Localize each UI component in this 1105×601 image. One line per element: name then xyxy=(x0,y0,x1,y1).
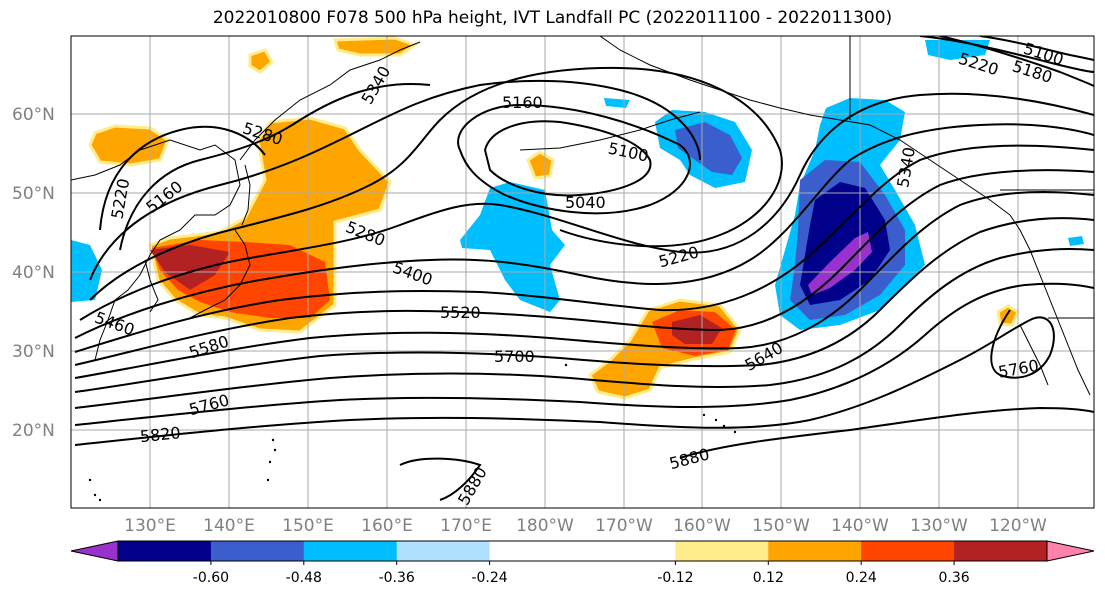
coastline-na-west xyxy=(1009,214,1091,396)
contour-label: 5700 xyxy=(494,347,535,366)
latitude-labels: 60°N 50°N 40°N 30°N 20°N xyxy=(12,105,55,441)
contour-line xyxy=(99,125,266,231)
lon-label: 150°E xyxy=(282,516,334,536)
ivt-positive-region xyxy=(150,245,230,290)
graticule xyxy=(71,36,1094,508)
lat-label: 50°N xyxy=(12,184,55,204)
colorbar-extend-max xyxy=(1046,540,1095,562)
colorbar-tick-label: 0.12 xyxy=(753,570,784,586)
contour-line xyxy=(919,36,1094,73)
colorbar-segment xyxy=(768,541,862,561)
contour-line xyxy=(74,191,1094,379)
lon-label: 170°E xyxy=(440,516,492,536)
colorbar-extend-min xyxy=(70,540,119,562)
longitude-labels: 130°E 140°E 150°E 160°E 170°E 180°W 170°… xyxy=(124,516,1047,536)
contour-line xyxy=(483,120,652,197)
colorbar-segment xyxy=(582,541,676,561)
height-contours xyxy=(74,36,1094,501)
ivt-negative-region xyxy=(71,240,102,302)
colorbar-segment xyxy=(954,541,1048,561)
coastline-alaska xyxy=(599,36,1011,216)
contour-line xyxy=(74,217,1094,393)
contour-line xyxy=(79,92,1094,321)
islands xyxy=(88,363,737,502)
ivt-positive-region xyxy=(526,150,555,180)
lon-label: 120°W xyxy=(989,516,1047,536)
contour-line xyxy=(74,169,1094,366)
contour-line xyxy=(679,406,1094,459)
contour-line xyxy=(939,36,1094,87)
contour-line xyxy=(119,83,431,251)
lon-label: 140°W xyxy=(831,516,889,536)
colorbar-tick-label: -0.60 xyxy=(193,570,229,586)
ivt-negative-region xyxy=(808,232,872,295)
contour-label: 5160 xyxy=(502,93,543,112)
coastline-sakhalin xyxy=(241,164,251,226)
ivt-positive-region xyxy=(88,124,170,167)
coastline-aleutians xyxy=(519,111,701,151)
lat-label: 20°N xyxy=(12,421,55,441)
colorbar-tick-label: -0.48 xyxy=(286,570,322,586)
contour-label: 5520 xyxy=(440,303,481,322)
contour-line xyxy=(74,247,1094,409)
colorbar-tick-label: 0.24 xyxy=(846,570,877,586)
ivt-positive-region xyxy=(248,48,274,74)
lon-label: 140°E xyxy=(203,516,255,536)
lat-label: 40°N xyxy=(12,263,55,283)
colorbar-tick-label: -0.24 xyxy=(471,570,507,586)
map-title: 2022010800 F078 500 hPa height, IVT Land… xyxy=(212,8,893,28)
colorbar-tick-label: 0.36 xyxy=(939,570,970,586)
lon-label: 160°W xyxy=(673,516,731,536)
map-frame xyxy=(70,35,1095,509)
colorbar-segment xyxy=(118,541,212,561)
lon-label: 170°W xyxy=(595,516,653,536)
contour-line xyxy=(74,309,1055,446)
colorbar-segment xyxy=(210,541,305,561)
colorbar-tick-label: -0.12 xyxy=(657,570,693,586)
colorbar-segment xyxy=(675,541,769,561)
ivt-positive-region xyxy=(333,36,419,57)
colorbar-segment xyxy=(396,541,491,561)
contour-line xyxy=(74,123,1094,339)
contour-line xyxy=(399,457,482,501)
coastline-asia xyxy=(71,139,241,361)
coastline-japan xyxy=(174,229,251,323)
contour-line xyxy=(457,103,691,215)
contour-label: 5820 xyxy=(139,423,181,446)
colorbar-tick-label: -0.36 xyxy=(379,570,415,586)
contour-line xyxy=(979,36,1094,61)
coastlines xyxy=(71,36,1094,396)
colorbar-outline xyxy=(117,540,1048,562)
contour-line xyxy=(74,144,1094,353)
contour-line xyxy=(89,79,701,281)
coastline-baja xyxy=(1019,324,1049,386)
lon-label: 130°W xyxy=(910,516,968,536)
contour-label: 5040 xyxy=(565,193,606,212)
contour-line xyxy=(74,282,1094,426)
contour-line xyxy=(89,66,783,301)
lon-label: 180°W xyxy=(516,516,574,536)
colorbar-segment xyxy=(303,541,398,561)
lon-label: 150°W xyxy=(752,516,810,536)
lat-label: 30°N xyxy=(12,342,55,362)
lat-label: 60°N xyxy=(12,105,55,125)
coastline-kamchatka xyxy=(239,41,421,161)
colorbar-segment xyxy=(489,541,583,561)
colorbar: -0.60 -0.48 -0.36 -0.24 -0.12 0.12 0.24 0.36 xyxy=(70,540,1095,586)
ivt-shading xyxy=(71,36,1084,400)
colorbar-segment xyxy=(861,541,955,561)
ivt-negative-region xyxy=(1068,236,1084,246)
lon-label: 160°E xyxy=(361,516,413,536)
lon-label: 130°E xyxy=(124,516,176,536)
